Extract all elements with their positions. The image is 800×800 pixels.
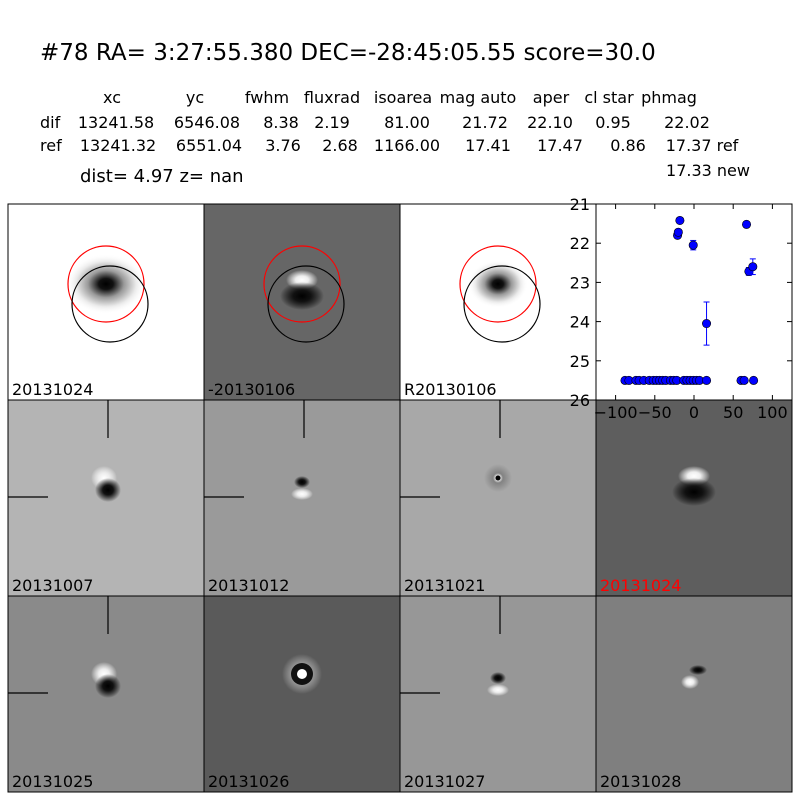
- data-point: [749, 375, 759, 385]
- dipole-negative: [490, 672, 506, 684]
- dipole-negative: [280, 282, 324, 310]
- phmag-new: 17.33 new: [666, 161, 750, 180]
- panel-date-label: 20131024: [600, 576, 681, 595]
- table-cell: 17.41: [465, 136, 511, 155]
- y-tick-label: 25: [570, 352, 590, 371]
- dipole-positive: [487, 684, 509, 696]
- source-center: [495, 475, 501, 481]
- cutout-panel: 20131007: [7, 399, 205, 597]
- cutout-panel: 20131028: [595, 595, 793, 793]
- cutout-panel: 20131025: [7, 595, 205, 793]
- col-header-mag-auto: mag auto: [439, 88, 517, 107]
- black-aperture-circle: [267, 265, 345, 343]
- table-cell: 21.72: [462, 113, 508, 132]
- panel-date-label: -20130106: [208, 380, 295, 399]
- y-tick-label: 22: [570, 234, 590, 253]
- cutout-panel: 20131024: [595, 399, 793, 597]
- x-tick-label: 0: [689, 403, 699, 422]
- col-header-isoarea: isoarea: [373, 88, 433, 107]
- panel-date-label: R20130106: [404, 380, 497, 399]
- table-cell: 2.19: [314, 113, 350, 132]
- table-cell: 1166.00: [373, 136, 441, 155]
- x-tick-label: 100: [757, 403, 788, 422]
- table-cell: 22.02: [664, 113, 710, 132]
- cutout-panel: R20130106: [399, 203, 597, 401]
- plot-frame: [595, 203, 793, 401]
- data-point: [702, 319, 712, 329]
- table-cell: 6546.08: [173, 113, 241, 132]
- x-tick-label: −100: [594, 403, 638, 422]
- dipole-negative: [95, 674, 121, 698]
- panel-date-label: 20131028: [600, 772, 681, 791]
- cutout-panel: 20131021: [399, 399, 597, 597]
- cutout-panel: 20131012: [203, 399, 401, 597]
- y-tick-label: 26: [570, 391, 590, 410]
- data-point: [675, 215, 685, 225]
- red-aperture-circle: [263, 245, 341, 323]
- col-header-cl-star: cl star: [584, 88, 634, 107]
- table-cell: 13241.58: [77, 113, 155, 132]
- data-point: [702, 375, 712, 385]
- red-aperture-circle: [459, 245, 537, 323]
- col-header-aper: aper: [532, 88, 570, 107]
- table-cell: 2.68: [322, 136, 358, 155]
- page-title: #78 RA= 3:27:55.380 DEC=-28:45:05.55 sco…: [40, 40, 656, 66]
- panel-date-label: 20131021: [404, 576, 485, 595]
- cutout-panel: 20131024: [7, 203, 205, 401]
- table-cell: 17.37 ref: [665, 136, 739, 155]
- table-cell: 6551.04: [175, 136, 243, 155]
- dipole-negative: [672, 478, 716, 506]
- col-header-fwhm: fwhm: [244, 88, 290, 107]
- col-header-fluxrad: fluxrad: [303, 88, 361, 107]
- cutout-panel: 20131027: [399, 595, 597, 793]
- panel-date-label: 20131026: [208, 772, 289, 791]
- x-tick-label: −50: [638, 403, 672, 422]
- x-tick-label: 50: [723, 403, 743, 422]
- panel-date-label: 20131012: [208, 576, 289, 595]
- dipole-positive: [291, 488, 313, 500]
- y-tick-label: 21: [570, 195, 590, 214]
- panel-background: [400, 400, 596, 596]
- cutout-panel: -20130106: [203, 203, 401, 401]
- col-header-phmag: phmag: [641, 88, 697, 107]
- dipole-positive: [681, 675, 699, 689]
- black-aperture-circle: [71, 265, 149, 343]
- dipole-negative: [689, 665, 707, 675]
- source-core: [297, 669, 307, 679]
- table-cell: 17.47: [537, 136, 583, 155]
- panel-background: [596, 596, 792, 792]
- data-point: [739, 375, 749, 385]
- table-cell: 13241.32: [79, 136, 157, 155]
- y-tick-label: 24: [570, 313, 590, 332]
- dipole-negative: [294, 476, 310, 488]
- red-aperture-circle: [67, 245, 145, 323]
- star-blob: [468, 260, 528, 308]
- table-cell: 22.10: [527, 113, 573, 132]
- table-cell: 0.86: [610, 136, 646, 155]
- table-cell: 81.00: [384, 113, 430, 132]
- table-cell: 0.95: [595, 113, 631, 132]
- table-cell: 8.38: [263, 113, 299, 132]
- panel-date-label: 20131025: [12, 772, 93, 791]
- black-aperture-circle: [463, 265, 541, 343]
- table-cell: 3.76: [265, 136, 301, 155]
- row-label-dif: dif: [40, 113, 61, 132]
- panel-date-label: 20131024: [12, 380, 93, 399]
- col-header-yc: yc: [185, 88, 205, 107]
- panel-date-label: 20131027: [404, 772, 485, 791]
- col-header-xc: xc: [103, 88, 121, 107]
- data-point: [748, 262, 758, 272]
- data-point: [673, 227, 683, 237]
- dipole-negative: [95, 478, 121, 502]
- data-point: [742, 219, 752, 229]
- cutout-panel: 20131026: [203, 595, 401, 793]
- dist-z-readout: dist= 4.97 z= nan: [80, 166, 244, 187]
- panel-border: [595, 595, 793, 793]
- light-curve-plot: 21 22 23 24 25 26−100 −50 0 50 100: [570, 195, 793, 422]
- y-tick-label: 23: [570, 273, 590, 292]
- row-label-ref: ref: [40, 136, 62, 155]
- data-point: [688, 240, 698, 250]
- panel-date-label: 20131007: [12, 576, 93, 595]
